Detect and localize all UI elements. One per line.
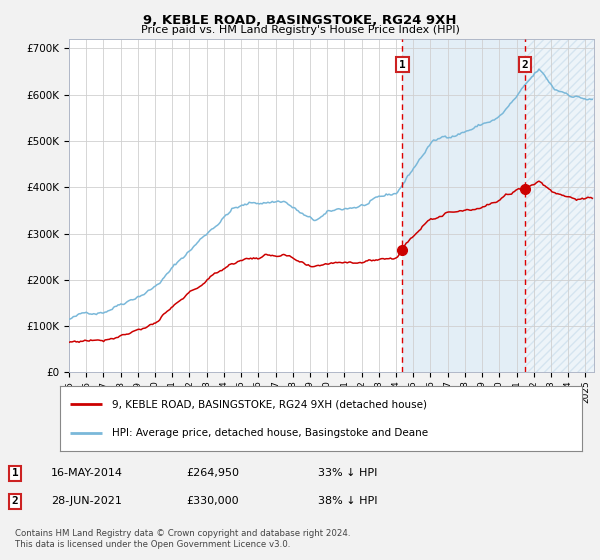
Bar	[525, 39, 594, 372]
Text: £330,000: £330,000	[186, 496, 239, 506]
Text: 2: 2	[522, 60, 529, 69]
Text: Contains HM Land Registry data © Crown copyright and database right 2024.
This d: Contains HM Land Registry data © Crown c…	[15, 529, 350, 549]
Text: 1: 1	[399, 60, 406, 69]
Text: 9, KEBLE ROAD, BASINGSTOKE, RG24 9XH: 9, KEBLE ROAD, BASINGSTOKE, RG24 9XH	[143, 14, 457, 27]
Text: 38% ↓ HPI: 38% ↓ HPI	[318, 496, 377, 506]
Text: 1: 1	[11, 468, 19, 478]
Text: HPI: Average price, detached house, Basingstoke and Deane: HPI: Average price, detached house, Basi…	[112, 428, 428, 438]
Bar	[403, 39, 525, 372]
Text: 28-JUN-2021: 28-JUN-2021	[51, 496, 122, 506]
Text: 9, KEBLE ROAD, BASINGSTOKE, RG24 9XH (detached house): 9, KEBLE ROAD, BASINGSTOKE, RG24 9XH (de…	[112, 399, 427, 409]
Text: Price paid vs. HM Land Registry's House Price Index (HPI): Price paid vs. HM Land Registry's House …	[140, 25, 460, 35]
Text: 2: 2	[11, 496, 19, 506]
Text: 16-MAY-2014: 16-MAY-2014	[51, 468, 123, 478]
Text: 33% ↓ HPI: 33% ↓ HPI	[318, 468, 377, 478]
Text: £264,950: £264,950	[186, 468, 239, 478]
